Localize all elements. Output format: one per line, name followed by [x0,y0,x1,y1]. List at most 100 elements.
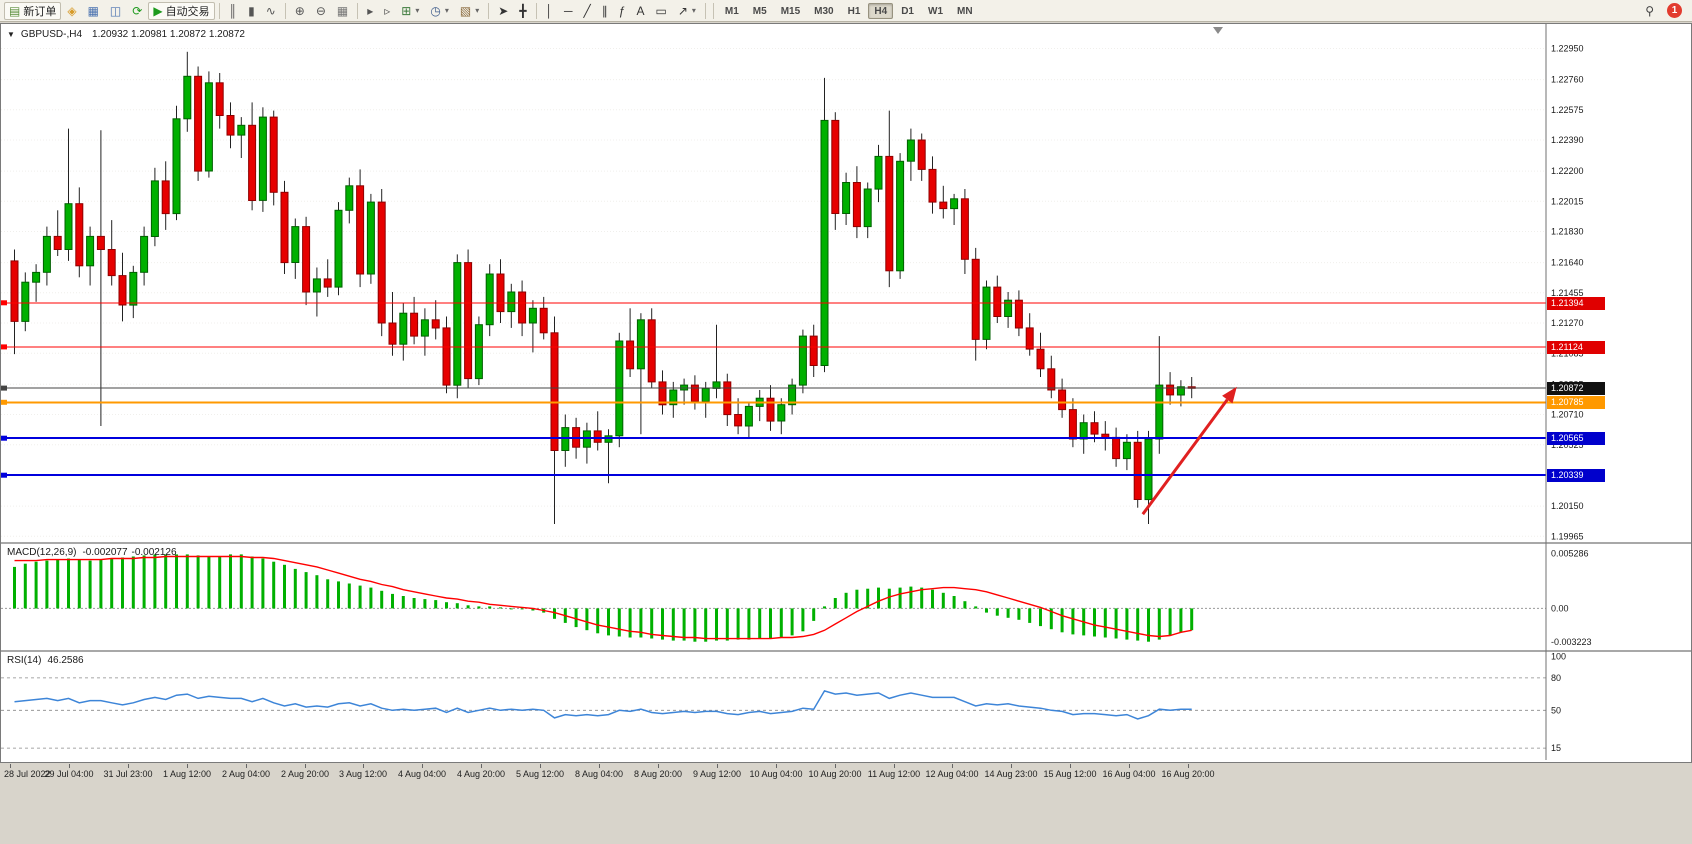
arrows-button[interactable]: ↗ ▾ [673,2,701,20]
vertical-line-button[interactable]: │ [541,2,559,20]
time-tick [1011,764,1012,768]
macd-pane: 0.005286 0.00 -0.003223 [1,549,1592,647]
dropdown-arrow-icon: ▾ [691,6,696,15]
chart-shift-button[interactable]: ▹ [379,2,395,20]
market-watch-button[interactable]: ▦ [83,2,104,20]
notification-badge[interactable]: 1 [1667,3,1682,18]
timeframe-m1-button[interactable]: M1 [724,5,739,17]
trendline-button[interactable]: ╱ [579,2,596,20]
timeframe-m15-button[interactable]: M15 [780,5,801,17]
trend-arrow[interactable] [1141,386,1237,516]
time-tick [69,764,70,768]
price-badge: 1.20565 [1547,432,1605,445]
time-tick-label: 9 Aug 12:00 [692,769,742,779]
timeframe-m5-button[interactable]: M5 [752,5,767,17]
price-gridlines [1,48,1546,537]
templates-button[interactable]: ▧ ▾ [455,2,484,20]
macd-scale-label: -0.003223 [1551,637,1592,647]
refresh-icon: ⟳ [132,3,143,18]
autotrading-button[interactable]: ▶ 自动交易 [148,1,215,20]
new-order-icon: ▤ [9,3,21,18]
time-tick [540,764,541,768]
time-tick-label: 16 Aug 20:00 [1161,769,1215,779]
timeframe-mn-button[interactable]: MN [957,5,973,17]
line-chart-icon: ∿ [265,3,276,18]
time-tick [481,764,482,768]
toolbar-separator [357,2,359,19]
zoom-out-button[interactable]: ⊖ [311,2,331,20]
arrow-tool-icon: ↗ [677,3,688,18]
time-tick [246,764,247,768]
pane-divider[interactable] [1,650,1691,652]
timeframe-h1-button[interactable]: H1 [847,5,861,17]
channel-icon: ∥ [601,3,608,18]
new-order-button[interactable]: ▤ 新订单 [4,1,62,20]
candlestick-chart-button[interactable]: ▮ [243,2,260,20]
horizontal-line-1.21124[interactable] [1,344,1546,350]
time-tick [952,764,953,768]
horizontal-line-1.21394[interactable] [1,300,1546,306]
horizontal-line-1.20565[interactable] [1,435,1546,441]
timeframe-d1-button[interactable]: D1 [901,5,914,17]
market-watch-icon: ▦ [87,3,99,18]
time-tick-label: 12 Aug 04:00 [925,769,979,779]
price-tick-label: 1.21640 [1551,258,1584,268]
search-icon: ⚲ [1645,3,1654,18]
time-tick-label: 1 Aug 12:00 [162,769,212,779]
timeframe-w1-button[interactable]: W1 [928,5,943,17]
toolbar-left-group: ▤ 新订单 ◈ ▦ ◫ ⟳ ▶ 自动交易 ║ ▮ ∿ ⊕ ⊖ ▦ ▸ ▹ ⊞ ▾ ◷ ▾ ▧ ▾ ➤ ╋ │ ─ ╱ ∥ ƒ A ▭ ↗ ▾ [4,1,709,20]
wizard-button[interactable]: ◈ [62,2,81,20]
time-tick-label: 10 Aug 20:00 [808,769,862,779]
horizontal-line-1.20785[interactable] [1,399,1546,405]
chart-shift-marker[interactable] [1213,27,1223,34]
cursor-button[interactable]: ➤ [493,2,513,20]
wizard-icon: ◈ [67,3,77,18]
timeframe-h4-button[interactable]: H4 [868,2,894,19]
channel-button[interactable]: ∥ [597,2,613,20]
label-button[interactable]: ▭ [650,2,671,20]
search-button[interactable]: ⚲ [1640,2,1659,20]
crosshair-button[interactable]: ╋ [514,2,531,20]
time-tick [776,764,777,768]
time-tick [1070,764,1071,768]
new-chart-button[interactable]: ⊞ ▾ [396,2,424,20]
text-button[interactable]: A [631,2,649,20]
time-axis[interactable]: 28 Jul 2022 29 Jul 04:00 31 Jul 23:00 1 Aug… [0,764,1692,782]
horizontal-line-1.20339[interactable] [1,472,1546,478]
time-tick-label: 8 Aug 04:00 [574,769,624,779]
price-tick-label: 1.22015 [1551,196,1584,206]
auto-scroll-button[interactable]: ▸ [362,2,378,20]
zoom-in-button[interactable]: ⊕ [290,2,310,20]
bar-chart-button[interactable]: ║ [224,2,243,20]
auto-scroll-icon: ▸ [367,3,374,18]
price-badge: 1.21394 [1547,297,1605,310]
horizontal-line-button[interactable]: ─ [559,2,578,20]
rsi-scale-label: 15 [1551,743,1561,753]
pane-divider[interactable] [1,542,1691,544]
toolbar-separator [488,2,490,19]
bar-chart-icon: ║ [228,3,238,18]
refresh-button[interactable]: ⟳ [127,2,147,20]
dropdown-arrow-icon: ▾ [415,6,420,15]
tile-windows-button[interactable]: ▦ [332,2,353,20]
horizontal-line-1.20872[interactable] [1,385,1546,391]
fibonacci-button[interactable]: ƒ [614,2,631,20]
time-tick-label: 4 Aug 04:00 [397,769,447,779]
toolbar-separator [704,2,706,19]
time-tick-label: 15 Aug 12:00 [1043,769,1097,779]
chart-canvas[interactable]: 0.005286 0.00 -0.003223 100 80 50 15 1.22950 1.2… [1,24,1691,760]
timeframe-m30-button[interactable]: M30 [814,5,834,17]
time-tick [10,764,11,768]
time-tick-label: 10 Aug 04:00 [749,769,803,779]
text-icon: A [636,3,645,18]
data-window-button[interactable]: ◫ [105,2,126,20]
price-badge: 1.20339 [1547,469,1605,482]
time-tick-label: 8 Aug 20:00 [633,769,683,779]
periods-button[interactable]: ◷ ▾ [425,2,454,20]
time-tick [717,764,718,768]
template-icon: ▧ [459,3,472,18]
price-tick-label: 1.20710 [1551,410,1584,420]
data-window-icon: ◫ [109,3,122,18]
toolbar-separator [535,2,537,19]
line-chart-button[interactable]: ∿ [261,2,281,20]
